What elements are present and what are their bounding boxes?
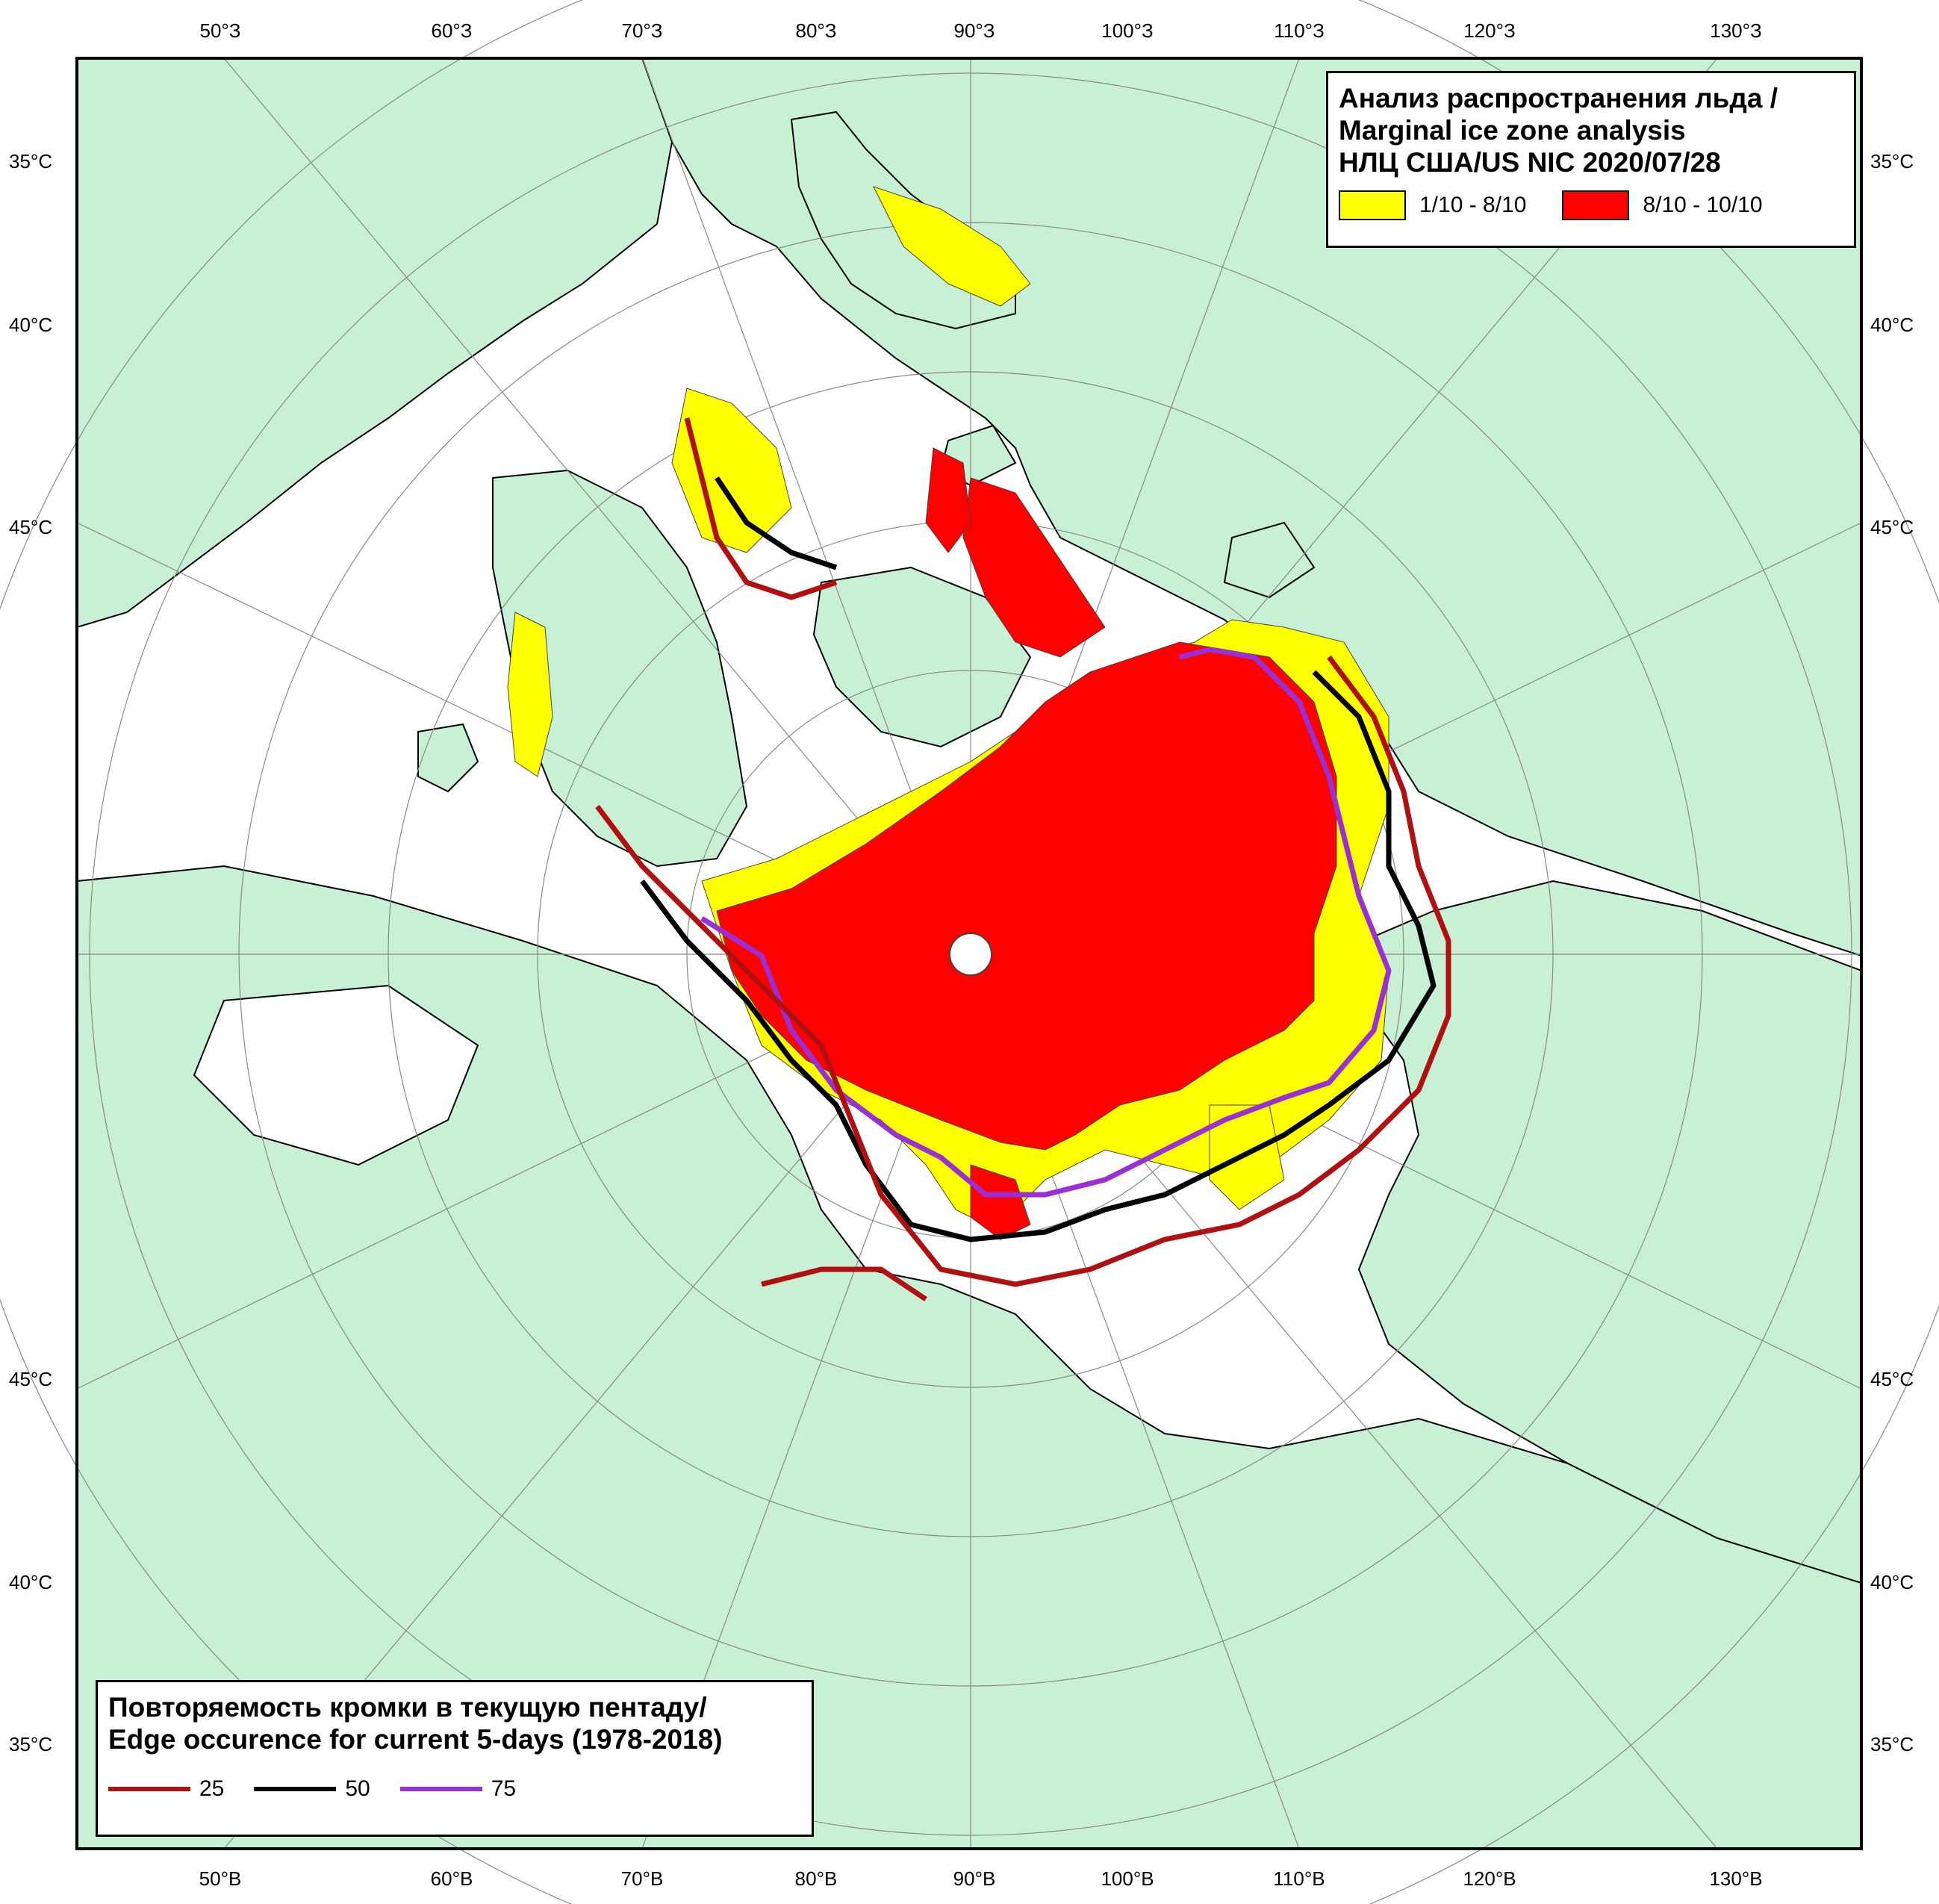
edge-50-baffin xyxy=(715,476,838,570)
tick-top-7: 110°З xyxy=(1274,19,1325,42)
axis-left-labels: 35°С 40°С 45°С 45°С 40°С 35°С xyxy=(9,150,52,1755)
ice-low-north-bay xyxy=(873,186,1031,307)
tick-top-5: 90°З xyxy=(953,19,995,42)
legend-top-title-3: НЛЦ США/US NIC 2020/07/28 xyxy=(1339,147,1721,178)
edge-25-bering xyxy=(761,1266,927,1301)
tick-bottom-1: 50°В xyxy=(199,1867,242,1890)
land-island-2 xyxy=(1223,521,1316,599)
axis-top-labels: 50°З 60°З 70°З 80°З 90°З 100°З 110°З 120… xyxy=(199,19,1761,42)
land-europe xyxy=(76,57,673,629)
tick-bottom-3: 70°В xyxy=(621,1867,664,1890)
line-sample-25 xyxy=(108,1787,190,1791)
tick-right-6: 35°С xyxy=(1870,1733,1914,1755)
tick-bottom-4: 80°В xyxy=(795,1867,838,1890)
tick-left-5: 40°С xyxy=(9,1571,52,1593)
swatch-low-concentration xyxy=(1339,190,1406,220)
label-low-concentration: 1/10 - 8/10 xyxy=(1419,193,1527,217)
tick-bottom-5: 90°В xyxy=(953,1867,996,1890)
edge-75-line xyxy=(700,647,1392,1198)
ice-low-baffin xyxy=(671,388,792,553)
tick-right-3: 45°С xyxy=(1870,516,1914,538)
line-sample-75 xyxy=(399,1787,482,1791)
ice-high-concentration xyxy=(716,447,1337,1240)
label-edge-50: 50 xyxy=(345,1776,370,1801)
legend-bottom-title-2: Edge occurence for current 5-days (1978-… xyxy=(108,1724,723,1755)
tick-top-3: 70°З xyxy=(621,19,662,42)
tick-bottom-9: 130°В xyxy=(1709,1867,1762,1890)
edge-lines xyxy=(595,417,1451,1301)
label-edge-75: 75 xyxy=(491,1776,517,1801)
tick-top-6: 100°З xyxy=(1101,19,1153,42)
tick-right-1: 35°С xyxy=(1870,150,1914,172)
tick-top-1: 50°З xyxy=(199,19,240,42)
tick-bottom-7: 110°В xyxy=(1273,1867,1325,1890)
land-hudson xyxy=(193,984,479,1166)
edge-25-baffin xyxy=(684,417,838,600)
tick-bottom-2: 60°В xyxy=(431,1867,473,1890)
tick-top-9: 130°З xyxy=(1710,19,1761,42)
tick-right-4: 45°С xyxy=(1870,1368,1914,1390)
tick-right-2: 40°С xyxy=(1870,314,1914,336)
legend-top-title-2: Marginal ice zone analysis xyxy=(1339,115,1686,146)
pole-hole xyxy=(949,933,992,976)
tick-left-4: 45°С xyxy=(9,1368,52,1390)
tick-left-3: 45°С xyxy=(9,516,52,538)
tick-left-2: 40°С xyxy=(9,314,52,336)
legend-bottom-title-1: Повторяемость кромки в текущую пентаду/ xyxy=(108,1692,707,1723)
tick-left-6: 35°С xyxy=(9,1733,52,1755)
tick-top-4: 80°З xyxy=(795,19,836,42)
tick-top-2: 60°З xyxy=(431,19,472,42)
ice-concentration-legend: Анализ распространения льда / Marginal i… xyxy=(1326,71,1856,248)
ice-high-archipelago xyxy=(962,477,1106,658)
legend-top-items: 1/10 - 8/10 8/10 - 10/10 xyxy=(1339,190,1843,220)
swatch-high-concentration xyxy=(1562,190,1630,220)
line-sample-50 xyxy=(254,1787,337,1791)
edge-50-line xyxy=(640,670,1437,1242)
legend-top-title-1: Анализ распространения льда / xyxy=(1339,83,1778,113)
tick-bottom-8: 120°В xyxy=(1463,1867,1516,1890)
axis-right-labels: 35°С 40°С 45°С 45°С 40°С 35°С xyxy=(1870,150,1914,1755)
ice-high-hudson-strait xyxy=(970,1164,1031,1240)
axis-bottom-labels: 50°В 60°В 70°В 80°В 90°В 100°В 110°В 120… xyxy=(199,1867,1763,1890)
tick-bottom-6: 100°В xyxy=(1101,1867,1154,1890)
tick-right-5: 40°С xyxy=(1870,1571,1914,1593)
map-frame xyxy=(75,57,1863,1850)
legend-bottom-items: 25 50 75 xyxy=(108,1776,801,1802)
label-high-concentration: 8/10 - 10/10 xyxy=(1643,193,1763,217)
ice-low-east-greenland xyxy=(507,612,553,777)
ice-high-channel xyxy=(925,447,971,553)
land-alaska xyxy=(1328,880,1862,1584)
tick-top-8: 120°З xyxy=(1463,19,1515,42)
tick-left-1: 35°С xyxy=(9,150,52,172)
edge-25-line xyxy=(595,655,1451,1287)
label-edge-25: 25 xyxy=(199,1776,225,1801)
ice-high-main xyxy=(716,641,1337,1151)
edge-occurrence-legend: Повторяемость кромки в текущую пентаду/ … xyxy=(96,1680,814,1837)
